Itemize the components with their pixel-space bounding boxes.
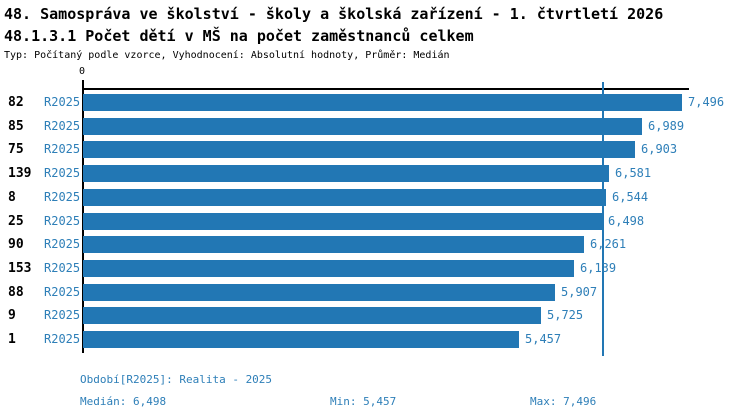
bar: [83, 165, 609, 182]
row-series-label: R2025: [44, 166, 81, 180]
row-series-label: R2025: [44, 119, 81, 133]
bar-value-label: 5,907: [561, 285, 598, 299]
bar-value-label: 6,498: [608, 214, 645, 228]
bar-value-label: 6,581: [615, 166, 652, 180]
row-series-label: R2025: [44, 261, 81, 275]
bar-value-label: 5,725: [547, 308, 584, 322]
chart-title: 48.1.3.1 Počet dětí v MŠ na počet zaměst…: [4, 27, 474, 45]
row-series-label: R2025: [44, 237, 81, 251]
row-series-label: R2025: [44, 142, 81, 156]
bar-value-label: 6,903: [641, 142, 678, 156]
legend-period-label: Období[R2025]: Realita - 2025: [80, 373, 273, 386]
row-count-label: 153: [8, 261, 32, 276]
x-axis-line: [82, 88, 689, 90]
row-series-label: R2025: [44, 285, 81, 299]
bar: [83, 307, 541, 324]
row-count-label: 85: [8, 119, 24, 134]
row-series-label: R2025: [44, 332, 81, 346]
bar-value-label: 7,496: [688, 95, 725, 109]
median-line: [602, 82, 604, 356]
chart-subtitle: Typ: Počítaný podle vzorce, Vyhodnocení:…: [4, 50, 450, 61]
bar: [83, 213, 602, 230]
report-title: 48. Samospráva ve školství - školy a ško…: [4, 5, 664, 23]
bar-value-label: 6,989: [648, 119, 685, 133]
row-count-label: 75: [8, 142, 24, 157]
row-series-label: R2025: [44, 190, 81, 204]
row-count-label: 9: [8, 308, 16, 323]
row-series-label: R2025: [44, 214, 81, 228]
bar-value-label: 5,457: [525, 332, 562, 346]
bar: [83, 331, 519, 348]
bar-value-label: 6,139: [580, 261, 617, 275]
legend-max-label: Max: 7,496: [530, 395, 597, 408]
row-count-label: 82: [8, 95, 24, 110]
bar-value-label: 6,544: [612, 190, 649, 204]
bar: [83, 94, 682, 111]
row-count-label: 25: [8, 214, 24, 229]
bar: [83, 118, 642, 135]
x-axis-zero-tick-label: 0: [78, 66, 86, 77]
row-count-label: 90: [8, 237, 24, 252]
row-count-label: 88: [8, 285, 24, 300]
row-series-label: R2025: [44, 95, 81, 109]
bar: [83, 284, 555, 301]
bar-value-label: 6,261: [590, 237, 627, 251]
row-count-label: 8: [8, 190, 16, 205]
bar: [83, 189, 606, 206]
row-count-label: 1: [8, 332, 16, 347]
row-count-label: 139: [8, 166, 32, 181]
legend-median-label: Medián: 6,498: [80, 395, 167, 408]
bar: [83, 260, 574, 277]
row-series-label: R2025: [44, 308, 81, 322]
bar: [83, 141, 635, 158]
bar: [83, 236, 584, 253]
legend-min-label: Min: 5,457: [330, 395, 397, 408]
